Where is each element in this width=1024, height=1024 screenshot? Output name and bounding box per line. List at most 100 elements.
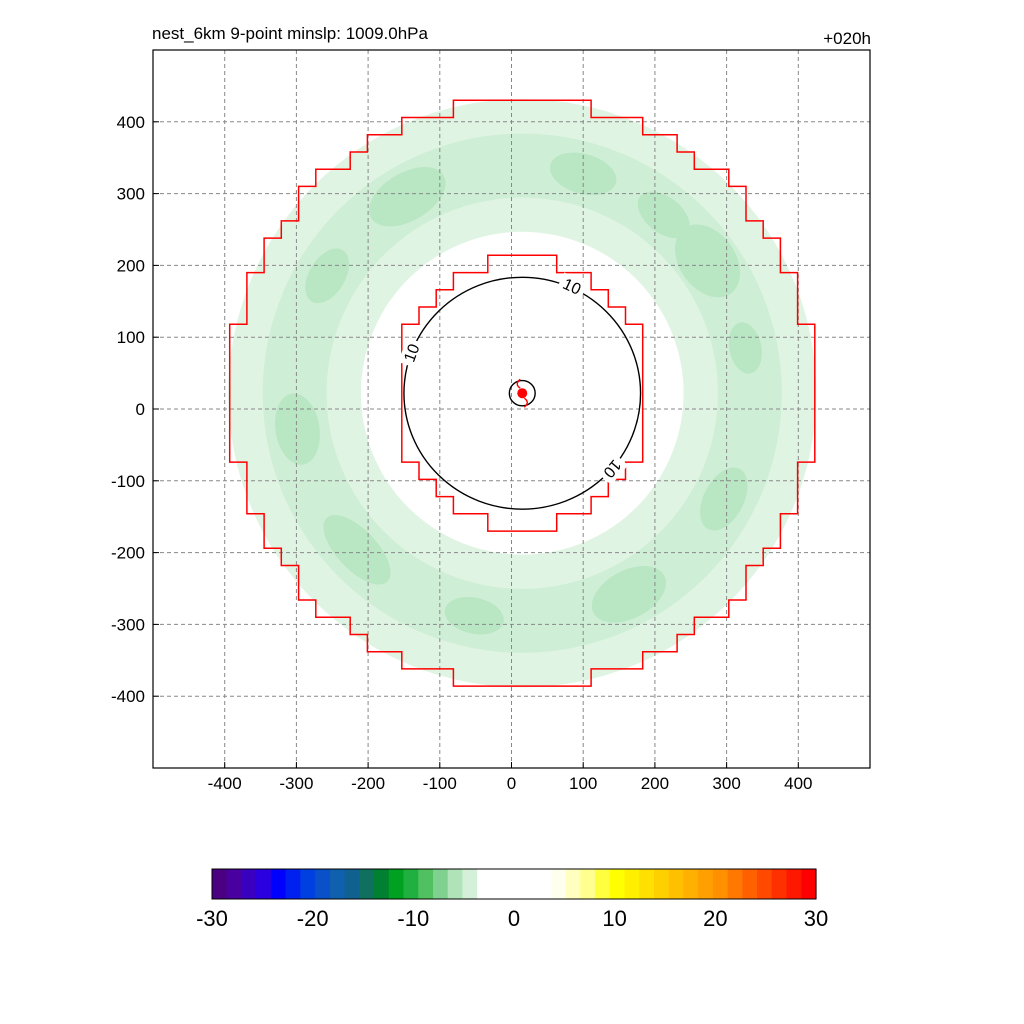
colorbar-swatches xyxy=(212,869,817,899)
y-tick-label: -400 xyxy=(111,687,145,706)
colorbar-swatch xyxy=(359,869,375,899)
y-tick-label: 100 xyxy=(117,328,145,347)
colorbar-swatch xyxy=(329,869,346,899)
colorbar-swatch xyxy=(683,869,699,899)
colorbar-swatch xyxy=(300,869,316,899)
colorbar-swatch xyxy=(668,869,685,899)
contour-label-bottom-bg xyxy=(597,453,629,485)
x-tick-label: 100 xyxy=(569,774,597,793)
storm-center-arm xyxy=(516,378,521,389)
colorbar-swatch xyxy=(639,869,655,899)
forecast-hour-label: +020h xyxy=(823,29,871,48)
green-blob xyxy=(369,167,446,227)
colorbar-swatch xyxy=(462,869,478,899)
y-axis-ticks: -400 -300 -200 -100 0 100 200 300 400 xyxy=(111,113,159,706)
colorbar-tick-label: 0 xyxy=(508,906,520,931)
storm-center-arm xyxy=(523,397,528,408)
colorbar-swatch xyxy=(285,869,301,899)
colorbar-swatch xyxy=(447,869,464,899)
colorbar-swatch xyxy=(270,869,287,899)
colorbar-swatch xyxy=(388,869,405,899)
green-blob xyxy=(591,566,666,623)
inner-red-outline xyxy=(401,254,644,532)
colorbar-swatch xyxy=(226,869,243,899)
x-tick-label: 200 xyxy=(641,774,669,793)
colorbar-swatch xyxy=(536,869,552,899)
contour-line-10 xyxy=(403,276,642,510)
red-outline-layer xyxy=(228,99,816,687)
colorbar-swatch xyxy=(712,869,729,899)
colorbar-tick-label: 30 xyxy=(804,906,828,931)
colorbar-swatch xyxy=(786,869,802,899)
green-blob xyxy=(305,248,350,304)
x-tick-label: -100 xyxy=(423,774,457,793)
colorbar-swatch xyxy=(521,869,537,899)
colorbar-tick-label: -30 xyxy=(196,906,228,931)
colorbar-swatch xyxy=(344,869,360,899)
x-tick-label: 300 xyxy=(712,774,740,793)
colorbar-tick-label: -10 xyxy=(397,906,429,931)
green-blob xyxy=(444,597,504,635)
y-tick-label: -200 xyxy=(111,544,145,563)
colorbar-swatch xyxy=(742,869,758,899)
green-blob xyxy=(728,322,762,374)
colorbar-swatch xyxy=(256,869,272,899)
chart-title: nest_6km 9-point minslp: 1009.0hPa xyxy=(152,24,428,43)
colorbar-swatch xyxy=(698,869,714,899)
colorbar-swatch xyxy=(506,869,522,899)
colorbar: -30 -20 -10 0 10 20 30 xyxy=(196,868,828,931)
y-tick-label: 300 xyxy=(117,185,145,204)
contour-label-top: 10 xyxy=(560,276,583,299)
colorbar-swatch xyxy=(403,869,419,899)
x-tick-label: -200 xyxy=(351,774,385,793)
x-tick-label: -300 xyxy=(279,774,313,793)
contour-label-left: 10 xyxy=(401,342,423,365)
colorbar-swatch xyxy=(212,869,228,899)
colorbar-swatch xyxy=(801,869,817,899)
colorbar-swatch xyxy=(550,869,567,899)
colorbar-swatch xyxy=(477,869,493,899)
colorbar-tick-label: 10 xyxy=(602,906,626,931)
colorbar-swatch xyxy=(624,869,640,899)
colorbar-swatch xyxy=(653,869,670,899)
colorbar-frame xyxy=(211,868,817,900)
y-tick-label: 200 xyxy=(117,256,145,275)
colorbar-tick-label: 20 xyxy=(703,906,727,931)
green-blob xyxy=(275,393,320,465)
colorbar-swatch xyxy=(565,869,581,899)
colorbar-swatch xyxy=(491,869,508,899)
green-blob xyxy=(637,191,690,239)
green-blob xyxy=(674,224,741,298)
colorbar-swatch xyxy=(580,869,596,899)
colorbar-swatch xyxy=(315,869,331,899)
storm-center-icon xyxy=(517,388,528,399)
outer-red-outline xyxy=(228,99,816,687)
green-blob xyxy=(323,514,391,585)
green-blob xyxy=(700,467,748,531)
colorbar-swatch xyxy=(241,869,257,899)
contour-label-left-bg xyxy=(398,337,424,369)
colorbar-swatch xyxy=(595,869,611,899)
colorbar-tick-label: -20 xyxy=(297,906,329,931)
contour-label-top-bg xyxy=(556,272,588,300)
colorbar-swatch xyxy=(757,869,773,899)
x-tick-label: 0 xyxy=(507,774,516,793)
y-tick-label: 400 xyxy=(117,113,145,132)
grid-lines xyxy=(153,50,870,768)
colorbar-swatch xyxy=(418,869,434,899)
colorbar-swatch xyxy=(432,869,449,899)
x-axis-ticks: -400 -300 -200 -100 0 100 200 300 400 xyxy=(208,762,812,793)
y-tick-label: 0 xyxy=(136,400,145,419)
x-tick-label: -400 xyxy=(208,774,242,793)
colorbar-swatch xyxy=(727,869,743,899)
colorbar-swatch xyxy=(374,869,390,899)
colorbar-swatch xyxy=(771,869,788,899)
y-tick-label: -100 xyxy=(111,472,145,491)
colorbar-labels: -30 -20 -10 0 10 20 30 xyxy=(196,906,828,931)
x-tick-label: 400 xyxy=(784,774,812,793)
colorbar-swatch xyxy=(609,869,626,899)
green-blob xyxy=(549,152,617,196)
